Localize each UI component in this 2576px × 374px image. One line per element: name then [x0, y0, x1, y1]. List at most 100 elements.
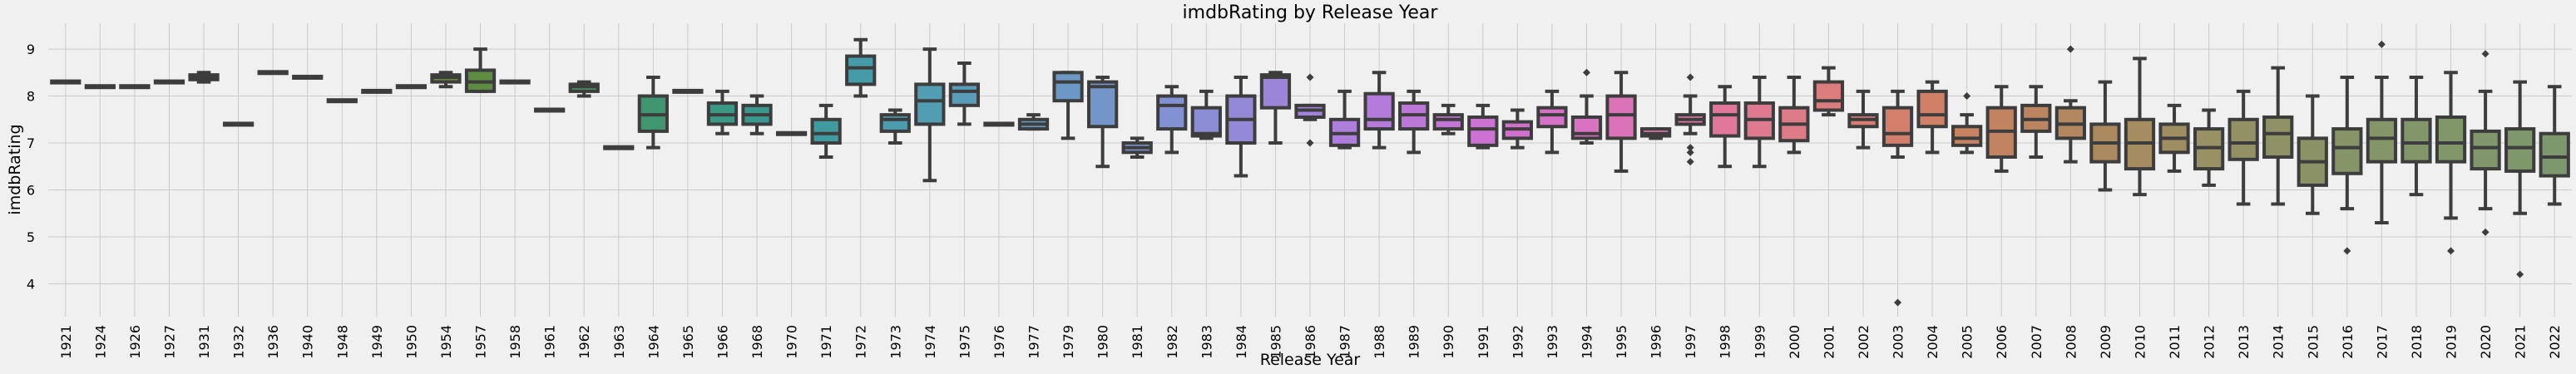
x-tick-label: 1999 [1752, 325, 1768, 359]
x-tick-label: 2017 [2374, 325, 2390, 359]
y-tick-label: 6 [27, 183, 35, 199]
x-tick-label: 1989 [1407, 325, 1422, 359]
x-tick-label: 1962 [576, 325, 592, 359]
x-tick-label: 2011 [2167, 325, 2183, 359]
outlier-point [2066, 45, 2074, 53]
box-2014 [2262, 115, 2294, 159]
box-1988 [1363, 91, 1395, 131]
x-tick-label: 2016 [2340, 325, 2356, 359]
chart-title: imdbRating by Release Year [1183, 2, 1439, 23]
x-tick-label: 2005 [1960, 325, 1975, 359]
box-2017 [2366, 117, 2398, 164]
x-tick-label: 1995 [1614, 325, 1629, 359]
outlier-point [1686, 158, 1694, 166]
x-tick-label: 1985 [1268, 325, 1283, 359]
x-tick-label: 1964 [645, 325, 661, 359]
x-tick-label: 1936 [265, 325, 281, 359]
outlier-point [2377, 40, 2386, 48]
box-1973 [879, 113, 911, 133]
x-tick-label: 1982 [1164, 325, 1180, 359]
box-1983 [1190, 106, 1222, 138]
x-tick-label: 1949 [369, 325, 385, 359]
x-tick-label: 2018 [2409, 325, 2425, 359]
x-tick-label: 2010 [2132, 325, 2148, 359]
x-tick-label: 1990 [1441, 325, 1456, 359]
x-tick-label: 1983 [1199, 325, 1214, 359]
x-tick-label: 1991 [1476, 325, 1491, 359]
x-tick-label: 1979 [1061, 325, 1076, 359]
x-tick-label: 1970 [784, 325, 800, 359]
box-2003 [1881, 106, 1914, 147]
y-tick-label: 9 [27, 42, 35, 57]
x-tick-label: 1927 [161, 325, 177, 359]
x-tick-label: 1974 [922, 325, 938, 359]
x-tick-label: 1998 [1718, 325, 1733, 359]
x-tick-label: 1954 [438, 325, 454, 359]
box-2013 [2227, 117, 2259, 161]
x-tick-label: 1986 [1303, 325, 1318, 359]
box-1972 [845, 54, 877, 86]
y-tick-label: 7 [27, 135, 35, 151]
x-tick-label: 1975 [957, 325, 972, 359]
y-tick-label: 5 [27, 229, 35, 245]
outlier-point [2516, 270, 2524, 278]
box-2022 [2539, 131, 2570, 178]
x-tick-label: 1971 [818, 325, 834, 359]
x-tick-label: 1993 [1545, 325, 1560, 359]
x-tick-label: 1996 [1649, 325, 1664, 359]
outlier-point [1894, 298, 1902, 307]
box-2019 [2435, 115, 2467, 164]
x-tick-label: 2022 [2547, 325, 2563, 359]
box-layer [50, 37, 2570, 307]
x-tick-label: 2001 [1821, 325, 1837, 359]
x-tick-label: 2012 [2202, 325, 2218, 359]
outlier-point [1306, 139, 1314, 147]
box-2021 [2504, 127, 2536, 173]
x-tick-label: 1976 [991, 325, 1007, 359]
x-tick-label: 2003 [1891, 325, 1906, 359]
x-tick-label: 1987 [1337, 325, 1353, 359]
x-tick-label: 1931 [196, 325, 212, 359]
x-tick-label: 2000 [1787, 325, 1802, 359]
box-1980 [1087, 80, 1119, 129]
x-tick-label: 1957 [473, 325, 489, 359]
x-tick-label: 1984 [1234, 325, 1249, 359]
box-1982 [1156, 94, 1188, 131]
x-axis-title: Release Year [1260, 351, 1361, 369]
x-tick-label: 1994 [1579, 325, 1595, 359]
x-tick-label: 2008 [2063, 325, 2079, 359]
x-tick-label: 1992 [1510, 325, 1525, 359]
x-tick-label: 1966 [714, 325, 730, 359]
x-tick-label: 1981 [1130, 325, 1145, 359]
x-tick-label: 1997 [1683, 325, 1698, 359]
x-tick-label: 1963 [611, 325, 627, 359]
x-tick-label: 1973 [888, 325, 903, 359]
outlier-point [1582, 68, 1590, 76]
x-tick-label: 2021 [2513, 325, 2529, 359]
x-tick-label: 2013 [2236, 325, 2252, 359]
box-1971 [810, 117, 842, 145]
outlier-point [1963, 92, 1971, 101]
outlier-point [1686, 148, 1694, 156]
box-2005 [1951, 125, 1983, 147]
box-2020 [2470, 129, 2501, 171]
outlier-point [1306, 73, 1314, 81]
box-1974 [914, 82, 946, 126]
x-tick-label: 1950 [403, 325, 419, 359]
x-tick-label: 2004 [1925, 325, 1941, 359]
x-tick-label: 2007 [2029, 325, 2044, 359]
x-tick-labels: 1921 1924 1926 1927 1931 1932 1936 1940 1948 1949… [58, 325, 2563, 359]
outlier-point [2343, 247, 2351, 255]
x-tick-label: 1961 [542, 325, 558, 359]
x-tick-label: 1940 [300, 325, 316, 359]
x-tick-label: 1924 [92, 325, 108, 359]
x-tick-label: 2009 [2098, 325, 2114, 359]
x-tick-label: 1965 [680, 325, 696, 359]
x-tick-label: 1932 [231, 325, 247, 359]
outlier-point [2481, 228, 2489, 236]
x-tick-label: 2015 [2305, 325, 2321, 359]
x-tick-label: 2006 [1994, 325, 2010, 359]
x-tick-label: 1977 [1026, 325, 1042, 359]
